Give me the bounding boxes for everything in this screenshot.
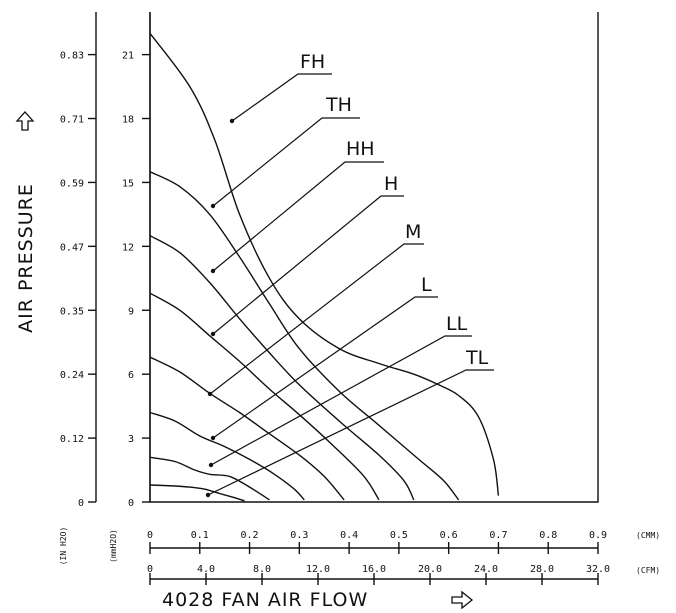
x-cfm-tick-label: 24.0	[474, 564, 498, 575]
curve-h	[149, 292, 380, 501]
leader-dot-fh	[229, 118, 235, 124]
curve-hh	[149, 235, 415, 501]
x-cmm-tick-label: 0.7	[489, 530, 507, 541]
outline-arrow-icon	[451, 590, 474, 610]
y-mm-tick-label: 18	[122, 115, 134, 126]
y-in-tick-label: 0	[78, 498, 84, 509]
leader-line-th	[212, 117, 360, 207]
leader-dot-l	[210, 435, 216, 441]
plot-frame	[149, 12, 599, 503]
y-in-tick-label: 0.35	[60, 306, 84, 317]
leader-line-m	[209, 243, 424, 395]
y-in-tick-label: 0.24	[60, 370, 84, 381]
y-mm-tick-label: 6	[128, 370, 134, 381]
y-in-tick-label: 0.12	[60, 434, 84, 445]
leader-line-h	[212, 195, 404, 335]
curve-label-hh: HH	[346, 138, 375, 160]
y-mm-tick-label: 0	[128, 498, 134, 509]
y-in-tick-label: 0.71	[60, 115, 84, 126]
x-unit-cmm-label: (CMM)	[636, 531, 660, 540]
leader-dot-hh	[210, 268, 216, 274]
leader-line-hh	[212, 161, 384, 272]
y-mm-tick-label: 3	[128, 434, 134, 445]
y-in-tick-label: 0.47	[60, 242, 84, 253]
curve-label-ll: LL	[446, 313, 468, 335]
curve-label-m: M	[405, 221, 421, 243]
chart-title: 4028 FAN AIR FLOW	[162, 589, 368, 611]
x-cmm-axis-group: 0 0.1 0.2 0.3 0.4 0.5 0.6 0.7 0.8 0.9	[147, 530, 607, 554]
curve-ll	[149, 456, 270, 501]
leader-dot-tl	[205, 492, 211, 498]
y-unit-outer-label: (IN H2O)	[59, 527, 68, 566]
curve-fh	[149, 32, 500, 496]
leader-line-ll	[210, 335, 472, 466]
x-unit-cfm-label: (CFM)	[636, 566, 660, 575]
y-unit-inner-label: (mmH2O)	[109, 529, 118, 563]
curve-l	[149, 411, 305, 501]
y-mm-tick-label: 15	[122, 178, 134, 189]
x-cfm-tick-label: 32.0	[586, 564, 610, 575]
x-cmm-tick-label: 0.5	[390, 530, 408, 541]
x-cmm-tick-label: 0.2	[241, 530, 259, 541]
fan-speed-curves	[149, 32, 500, 502]
x-cfm-tick-label: 16.0	[362, 564, 386, 575]
x-cfm-tick-label: 0	[147, 564, 153, 575]
y-mm-tick-label: 12	[122, 242, 134, 253]
x-cfm-tick-label: 12.0	[306, 564, 330, 575]
x-cmm-tick-label: 0.8	[539, 530, 557, 541]
x-cmm-tick-label: 0.9	[589, 530, 607, 541]
y-in-tick-label: 0.83	[60, 51, 84, 62]
y-axis-title-group: AIR PRESSURE	[15, 111, 37, 333]
y-in-tick-label: 0.59	[60, 178, 84, 189]
curve-label-h: H	[384, 173, 398, 195]
leader-dot-m	[207, 391, 213, 397]
leader-dot-th	[210, 203, 216, 209]
x-cmm-tick-label: 0.3	[290, 530, 308, 541]
curve-label-fh: FH	[300, 51, 325, 73]
x-cfm-tick-label: 20.0	[418, 564, 442, 575]
y-mm-tick-label: 9	[128, 306, 134, 317]
leader-line-tl	[207, 369, 494, 496]
curve-tl	[149, 484, 245, 502]
x-cfm-tick-label: 8.0	[253, 564, 271, 575]
curve-m	[149, 356, 345, 501]
x-cfm-tick-label: 28.0	[530, 564, 554, 575]
x-cmm-tick-label: 0.4	[340, 530, 358, 541]
leader-line-l	[212, 296, 438, 439]
curve-label-l: L	[421, 274, 432, 296]
curve-th	[149, 171, 460, 501]
curve-label-tl: TL	[465, 347, 489, 369]
outline-arrow-icon	[15, 111, 35, 131]
leader-line-fh	[231, 73, 332, 122]
x-cmm-tick-label: 0.6	[440, 530, 458, 541]
curve-label-th: TH	[325, 94, 352, 116]
leader-dot-h	[210, 331, 216, 337]
x-cfm-tick-label: 4.0	[197, 564, 215, 575]
x-cmm-tick-label: 0	[147, 530, 153, 541]
y-tick-group: 0 0 3 0.12 6 0.24 9 0.35 12 0.47 15 0.59 18 0.71 21 0.8…	[60, 51, 150, 509]
x-cmm-tick-label: 0.1	[191, 530, 209, 541]
leader-dot-ll	[208, 462, 214, 468]
y-axis-title: AIR PRESSURE	[15, 183, 37, 333]
x-cfm-axis-group: 0 4.0 8.0 12.0 16.0 20.0 24.0 28.0 32.0	[147, 564, 610, 585]
y-mm-tick-label: 21	[122, 51, 134, 62]
